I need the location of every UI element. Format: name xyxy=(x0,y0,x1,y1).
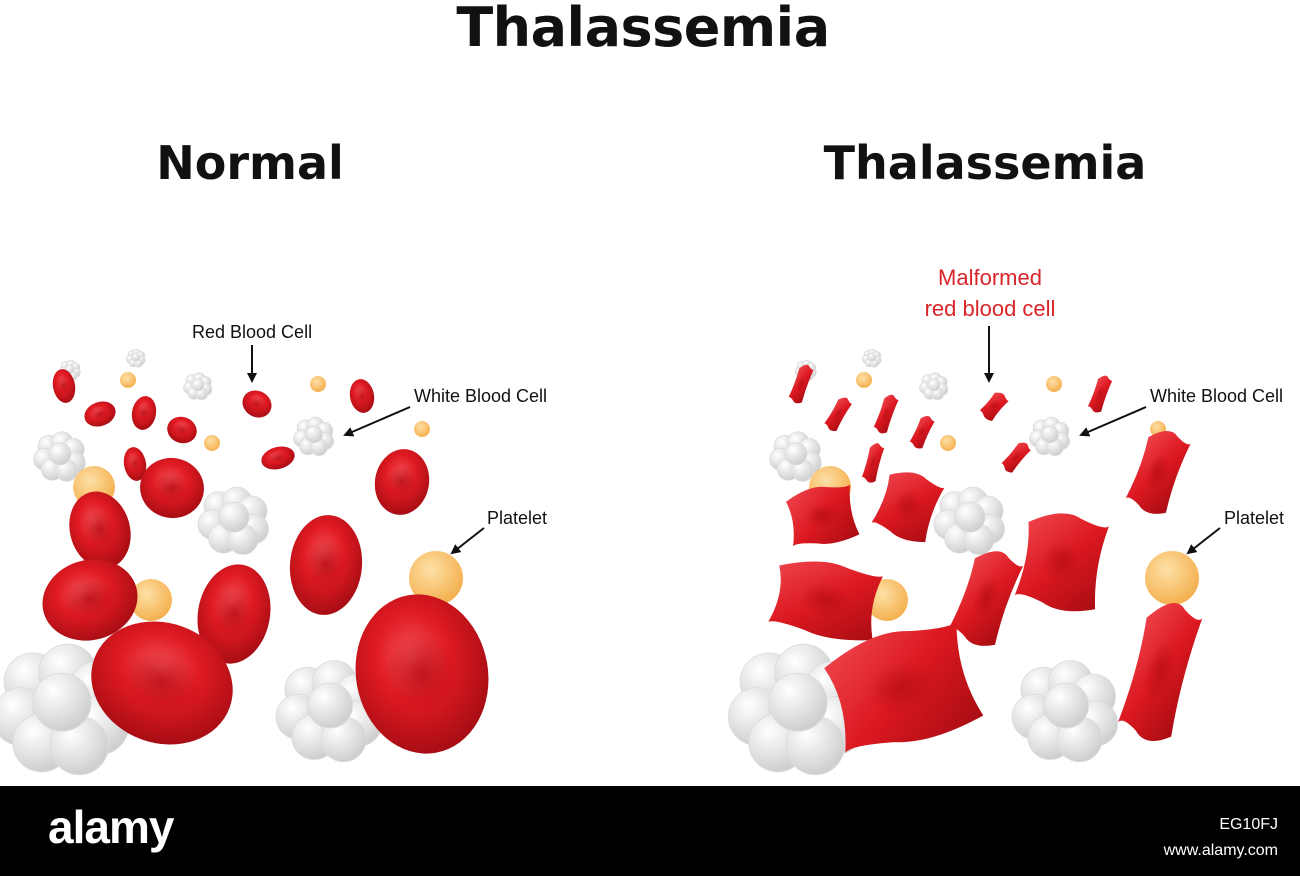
red-blood-cell xyxy=(242,390,272,418)
label-malformed-line2: red blood cell xyxy=(924,296,1056,321)
arrow-to-platelet-normal xyxy=(450,527,485,555)
malformed-red-blood-cell xyxy=(824,621,984,753)
red-blood-cell xyxy=(42,559,138,641)
platelet xyxy=(310,376,326,392)
stock-site: www.alamy.com xyxy=(1163,842,1278,859)
malformed-red-blood-cell xyxy=(824,397,853,431)
white-blood-cell xyxy=(862,348,882,368)
white-blood-cell xyxy=(769,431,822,482)
label-platelet-thal: Platelet xyxy=(1224,508,1285,528)
red-blood-cell xyxy=(261,446,295,470)
arrow-to-platelet-thal xyxy=(1186,527,1221,555)
normal-panel-heading: Normal xyxy=(156,136,344,190)
red-blood-cell xyxy=(52,369,76,403)
malformed-red-blood-cell xyxy=(1014,513,1109,612)
watermark-footer xyxy=(0,786,1300,876)
platelet xyxy=(1046,376,1062,392)
red-blood-cell xyxy=(131,396,157,430)
platelet xyxy=(409,551,463,605)
white-blood-cell xyxy=(183,372,213,401)
malformed-red-blood-cell xyxy=(949,551,1024,646)
platelet xyxy=(120,372,136,388)
label-malformed-rbc: Malformed red blood cell xyxy=(880,262,1100,324)
red-blood-cell xyxy=(167,416,197,444)
malformed-red-blood-cell xyxy=(979,392,1009,422)
red-blood-cell xyxy=(91,621,233,745)
label-malformed-line1: Malformed xyxy=(938,265,1042,290)
stock-image-info: EG10FJ www.alamy.com xyxy=(1164,812,1278,864)
red-blood-cell xyxy=(140,457,204,519)
malformed-red-blood-cell xyxy=(873,394,899,434)
malformed-red-blood-cell xyxy=(1125,431,1191,514)
red-blood-cell xyxy=(289,515,363,615)
white-blood-cell xyxy=(275,660,383,763)
platelet xyxy=(856,372,872,388)
label-white-blood-cell-normal: White Blood Cell xyxy=(414,386,548,406)
red-blood-cell xyxy=(355,594,489,754)
platelet xyxy=(204,435,220,451)
platelet xyxy=(414,421,430,437)
brand-wordmark: alamy xyxy=(48,801,174,853)
malformed-red-blood-cell xyxy=(1087,375,1113,413)
white-blood-cell xyxy=(919,372,949,401)
white-blood-cell xyxy=(933,486,1005,555)
white-blood-cell xyxy=(33,431,86,482)
blood-cells-illustration xyxy=(0,326,1221,776)
red-blood-cell xyxy=(374,449,430,515)
red-blood-cell xyxy=(349,379,375,413)
red-blood-cell xyxy=(123,447,147,481)
platelet xyxy=(1145,551,1199,605)
white-blood-cell xyxy=(293,416,334,456)
white-blood-cell xyxy=(125,348,146,368)
malformed-red-blood-cell xyxy=(785,484,860,547)
thalassemia-panel-heading: Thalassemia xyxy=(823,136,1147,190)
label-red-blood-cell: Red Blood Cell xyxy=(192,322,313,342)
malformed-red-blood-cell xyxy=(861,443,885,483)
malformed-red-blood-cell xyxy=(788,364,814,404)
malformed-red-blood-cell xyxy=(1001,442,1032,473)
malformed-red-blood-cell xyxy=(871,472,945,543)
label-white-blood-cell-thal: White Blood Cell xyxy=(1150,386,1284,406)
stock-image-id: EG10FJ xyxy=(1219,816,1278,833)
red-blood-cell xyxy=(84,401,116,427)
label-platelet-normal: Platelet xyxy=(487,508,548,528)
white-blood-cell xyxy=(197,486,269,555)
malformed-red-blood-cell xyxy=(1117,602,1203,742)
platelet xyxy=(940,435,956,451)
arrow-to-white-blood-cell-normal xyxy=(343,406,411,437)
platelet xyxy=(130,579,172,621)
red-blood-cell xyxy=(197,564,271,664)
malformed-red-blood-cell xyxy=(768,561,883,641)
arrow-to-white-blood-cell-thal xyxy=(1079,406,1147,437)
red-blood-cell xyxy=(69,491,131,569)
malformed-red-blood-cell xyxy=(909,415,935,449)
white-blood-cell xyxy=(728,643,866,776)
white-blood-cell xyxy=(1011,660,1119,763)
white-blood-cell xyxy=(1029,416,1070,456)
main-title: Thalassemia xyxy=(456,0,830,59)
